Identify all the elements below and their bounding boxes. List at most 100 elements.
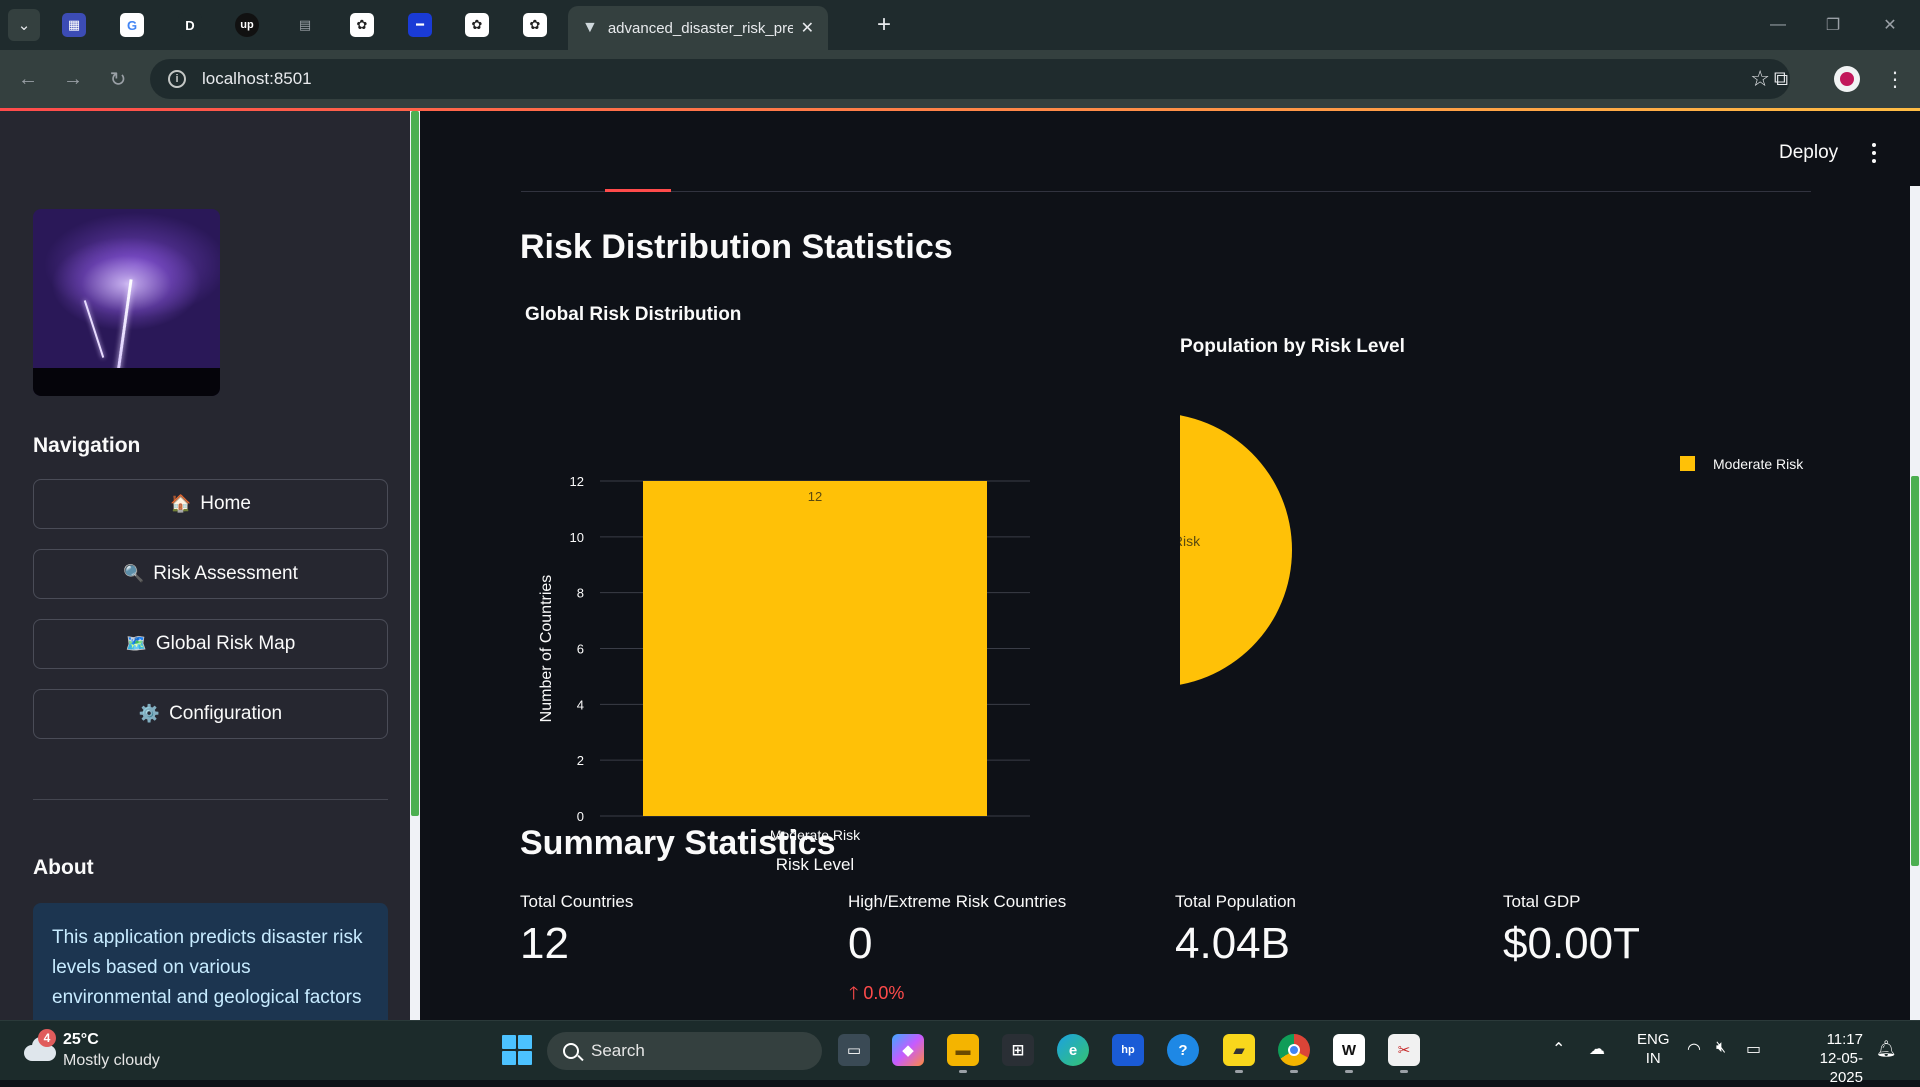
myhp-icon[interactable]: hp — [1112, 1034, 1144, 1066]
pinned-tab-calendar-icon[interactable]: ▦ — [62, 13, 86, 37]
clock[interactable]: 11:17 12-05-2025 — [1788, 1030, 1863, 1087]
battery-icon[interactable]: ▭ — [1746, 1041, 1762, 1058]
metric-total-gdp-label: Total GDP — [1503, 892, 1581, 911]
close-window-icon[interactable]: ✕ — [1883, 17, 1897, 34]
bar-ytick-4: 8 — [577, 586, 584, 601]
language-indicator[interactable]: ENG IN — [1637, 1030, 1670, 1068]
reload-icon[interactable]: ↻ — [109, 68, 127, 91]
house-icon: 🏠 — [170, 494, 192, 513]
main-menu-icon[interactable] — [1864, 141, 1884, 165]
onedrive-cloud-icon[interactable]: ☁ — [1589, 1041, 1605, 1058]
home-button-label: Home — [200, 493, 251, 514]
bar-chart-title: Global Risk Distribution — [525, 304, 742, 325]
weather-status[interactable]: Mostly cloudy — [63, 1052, 160, 1069]
configuration-button[interactable]: ⚙️ Configuration — [33, 689, 388, 739]
pie-slice-0[interactable] — [1180, 413, 1292, 687]
risk-assessment-button[interactable]: 🔍 Risk Assessment — [33, 549, 388, 599]
running-indicator-3 — [1290, 1070, 1298, 1073]
bar-ytick-3: 6 — [577, 642, 584, 657]
wifi-icon[interactable]: ◠ — [1687, 1041, 1701, 1058]
configuration-button-label: Configuration — [169, 703, 283, 724]
pinned-tab-openai-icon-2[interactable]: ✿ — [465, 13, 489, 37]
main-content: Deploy Risk Distribution Statistics Glob… — [420, 111, 1920, 1020]
about-info-box: This application predicts disaster risk … — [33, 903, 388, 1020]
forward-arrow-icon[interactable]: → — [63, 67, 83, 90]
pinned-tab-grid-icon[interactable]: ▤ — [298, 17, 312, 32]
help-icon[interactable]: ? — [1167, 1034, 1199, 1066]
speaker-muted-icon[interactable]: 🔇︎ — [1716, 1039, 1727, 1056]
copilot-icon[interactable]: ◆ — [892, 1034, 924, 1066]
running-indicator-4 — [1345, 1070, 1353, 1073]
restore-icon[interactable]: ❐ — [1825, 17, 1841, 34]
weather-temperature[interactable]: 25°C — [63, 1031, 99, 1048]
bar-data-label-0: 12 — [808, 489, 822, 504]
metric-total-population-value: 4.04B — [1175, 919, 1290, 968]
global-risk-map-button[interactable]: 🗺️ Global Risk Map — [33, 619, 388, 669]
bar-x-axis-label: Risk Level — [776, 855, 854, 874]
bookmark-star-icon[interactable]: ☆ — [1750, 66, 1770, 91]
chrome-icon[interactable] — [1278, 1034, 1310, 1066]
home-button[interactable]: 🏠 Home — [33, 479, 388, 529]
magnifier-icon: 🔍 — [123, 564, 145, 583]
active-tab[interactable]: ▼ advanced_disaster_risk_predicti ✕ — [568, 6, 828, 50]
lang-code: ENG — [1637, 1031, 1670, 1048]
summary-statistics-title: Summary Statistics — [520, 824, 836, 862]
tab-search-chevron-icon[interactable]: ⌄ — [8, 9, 40, 41]
bar-0[interactable] — [643, 481, 987, 816]
tray-chevron-up-icon[interactable]: ⌃ — [1552, 1041, 1566, 1058]
sidebar: Navigation 🏠 Home 🔍 Risk Assessment 🗺️ G… — [0, 111, 410, 1020]
pie-legend-swatch-0[interactable] — [1680, 456, 1695, 471]
pinned-tab-openai-icon-3[interactable]: ✿ — [523, 13, 547, 37]
running-indicator-5 — [1400, 1070, 1408, 1073]
about-heading: About — [33, 856, 94, 879]
storm-image — [33, 209, 220, 396]
deploy-button[interactable]: Deploy — [1779, 142, 1839, 163]
risk-assessment-button-label: Risk Assessment — [153, 563, 298, 584]
taskbar-search-label: Search — [591, 1041, 645, 1060]
edge-icon[interactable]: e — [1057, 1034, 1089, 1066]
pinned-tab-google-icon[interactable]: G — [120, 13, 144, 37]
pinned-tab-blue-icon[interactable]: ━ — [408, 13, 432, 37]
microsoft-store-icon[interactable]: ⊞ — [1002, 1034, 1034, 1066]
metric-total-countries-label: Total Countries — [520, 892, 634, 911]
file-explorer-icon[interactable]: ▬ — [947, 1034, 979, 1066]
close-tab-icon[interactable]: ✕ — [800, 20, 814, 37]
pinned-tab-d-icon[interactable]: D — [178, 13, 202, 37]
pinned-tab-upwork-icon[interactable]: up — [235, 13, 259, 37]
back-arrow-icon[interactable]: ← — [18, 67, 38, 90]
url-bar[interactable]: i localhost:8501 ☆ — [150, 59, 1790, 99]
url-text: localhost:8501 — [202, 69, 312, 88]
sticky-notes-icon[interactable]: ▰ — [1223, 1034, 1255, 1066]
sidebar-scrollbar-thumb[interactable] — [411, 111, 419, 816]
pie-chart: Moderate Risk100%Moderate Risk — [1180, 413, 1804, 687]
notification-bell-icon[interactable]: 🔔︎ — [1876, 1041, 1897, 1058]
main-scrollbar[interactable] — [1910, 186, 1920, 1020]
extensions-puzzle-icon[interactable]: ⧉ — [1773, 67, 1789, 90]
risk-distribution-title: Risk Distribution Statistics — [520, 228, 953, 266]
bar-xtick-0: Moderate Risk — [770, 827, 861, 843]
metric-high-risk-delta-text: 0.0% — [863, 983, 905, 1003]
windows-start-icon[interactable] — [502, 1035, 532, 1065]
pie-slice-label: Moderate Risk — [1180, 533, 1201, 549]
app-w-icon[interactable]: W — [1333, 1034, 1365, 1066]
sidebar-scrollbar[interactable] — [410, 111, 420, 1020]
bar-ytick-0: 0 — [577, 809, 584, 824]
metric-high-risk-delta: 🡑 0.0% — [849, 981, 904, 1011]
snipping-tool-icon[interactable]: ✂ — [1388, 1034, 1420, 1066]
bar-y-axis-label: Number of Countries — [538, 575, 555, 723]
site-info-icon[interactable]: i — [168, 70, 186, 88]
bar-chart: 0 2 4 6 8 10 12 12 Moderate Risk Risk Level Number… — [538, 474, 1030, 874]
streamlit-header-decoration — [0, 108, 1920, 111]
browser-menu-icon[interactable]: ⋮ — [1885, 68, 1905, 91]
profile-avatar[interactable] — [1834, 66, 1860, 92]
weather-cloud-icon[interactable]: 4 — [24, 1029, 56, 1065]
pinned-tab-openai-icon[interactable]: ✿ — [350, 13, 374, 37]
new-tab-plus-icon[interactable]: + — [876, 11, 891, 38]
pie-legend-label-0[interactable]: Moderate Risk — [1713, 456, 1804, 472]
taskbar-search[interactable]: Search — [547, 1032, 822, 1070]
arrow-up-icon: 🡑 — [849, 983, 859, 1003]
task-view-icon[interactable]: ▭ — [838, 1034, 870, 1066]
main-scrollbar-thumb[interactable] — [1911, 476, 1919, 866]
minimize-icon[interactable]: — — [1770, 16, 1786, 33]
lang-region: IN — [1645, 1050, 1661, 1067]
